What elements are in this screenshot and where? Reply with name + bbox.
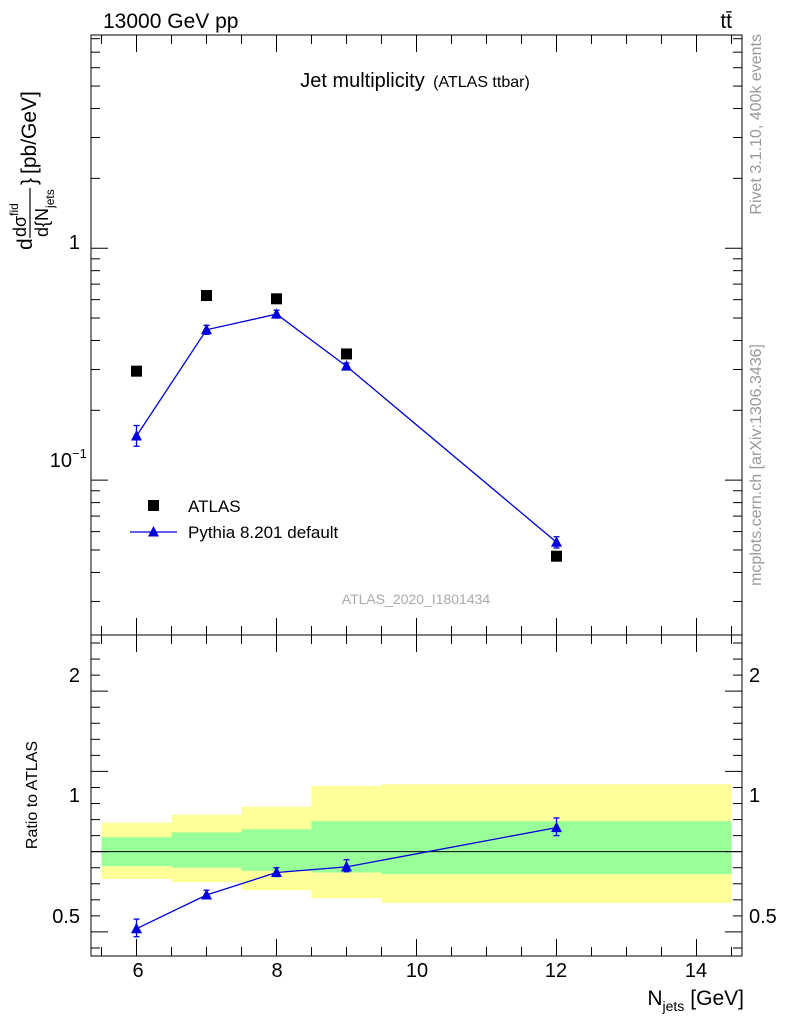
pythia-point [551, 536, 562, 547]
plot-title-sub: (ATLAS ttbar) [433, 74, 530, 91]
ratio-plot-frame [90, 634, 743, 957]
legend-pythia-marker [148, 526, 159, 537]
energy-label: 13000 GeV pp [103, 10, 238, 33]
ratio-uncertainty-bands [101, 784, 732, 904]
ratio-y-tick-left-1: 1 [69, 785, 80, 807]
ratio-axis-ticks [91, 635, 742, 956]
ratio-pythia-point [551, 821, 562, 833]
ratio-y-tick-right-1: 1 [749, 785, 760, 807]
main-plot-frame [90, 34, 743, 636]
x-tick-label-8: 8 [271, 960, 282, 982]
atlas-point [131, 365, 142, 377]
x-tick-label-6: 6 [132, 960, 143, 982]
process-label: tt̄ [720, 10, 732, 33]
x-axis-label: Njets [GeV] [647, 987, 744, 1014]
main-y-axis-label: d dσfid d{Njets } [pb/GeV] [7, 91, 57, 250]
atlas-point [551, 550, 562, 562]
pythia-point [271, 308, 282, 319]
y-tick-label-0.1: 10 [50, 450, 72, 472]
x-tick-label-10: 10 [406, 960, 428, 982]
ratio-pythia-point [341, 860, 352, 872]
analysis-watermark: ATLAS_2020_I1801434 [342, 591, 491, 607]
plot-title-main: Jet multiplicity [300, 70, 424, 92]
pythia-point [201, 323, 212, 335]
atlas-point [201, 290, 212, 302]
ratio-band-inner [241, 829, 312, 871]
ratio-pythia-point [271, 866, 282, 878]
x-tick-label-14: 14 [685, 960, 707, 982]
main-plot-marks [131, 290, 562, 562]
legend: ATLAS Pythia 8.201 default [130, 497, 339, 542]
legend-pythia-label: Pythia 8.201 default [188, 523, 339, 542]
ratio-plot-marks [131, 817, 562, 938]
pythia-point [131, 430, 142, 441]
atlas-point [341, 348, 352, 360]
ratio-y-tick-left-0.5: 0.5 [52, 906, 80, 928]
plot-title: Jet multiplicity (ATLAS ttbar) [300, 70, 530, 92]
x-tick-label-12: 12 [545, 960, 567, 982]
y-label-denominator: d{Njets [32, 189, 57, 237]
ratio-y-tick-right-0.5: 0.5 [749, 906, 777, 928]
y-label-numerator: dσfid [7, 203, 30, 237]
y-tick-label-1: 1 [69, 232, 80, 254]
ratio-pythia-point [201, 889, 212, 900]
ratio-y-tick-left-2: 2 [69, 665, 80, 687]
ratio-pythia-point [131, 922, 142, 934]
mcplots-label: mcplots.cern.ch [arXiv:1306.3436] [748, 344, 765, 586]
rivet-version-label: Rivet 3.1.10, 400k events [748, 34, 765, 215]
y-tick-label-0.1-exponent: −1 [72, 446, 87, 461]
pythia-point [341, 360, 352, 371]
atlas-point [271, 293, 282, 305]
legend-atlas-label: ATLAS [188, 497, 241, 516]
ratio-y-axis-label: Ratio to ATLAS [24, 741, 41, 849]
ratio-band-inner [171, 832, 242, 868]
y-label-unit: [pb/GeV] [18, 91, 41, 174]
ratio-y-tick-right-2: 2 [749, 665, 760, 687]
main-axis-ticks [91, 35, 742, 635]
y-label-close-brace: } [18, 178, 41, 185]
legend-atlas-marker [148, 500, 159, 511]
y-label-d-prefix: d [14, 238, 37, 250]
